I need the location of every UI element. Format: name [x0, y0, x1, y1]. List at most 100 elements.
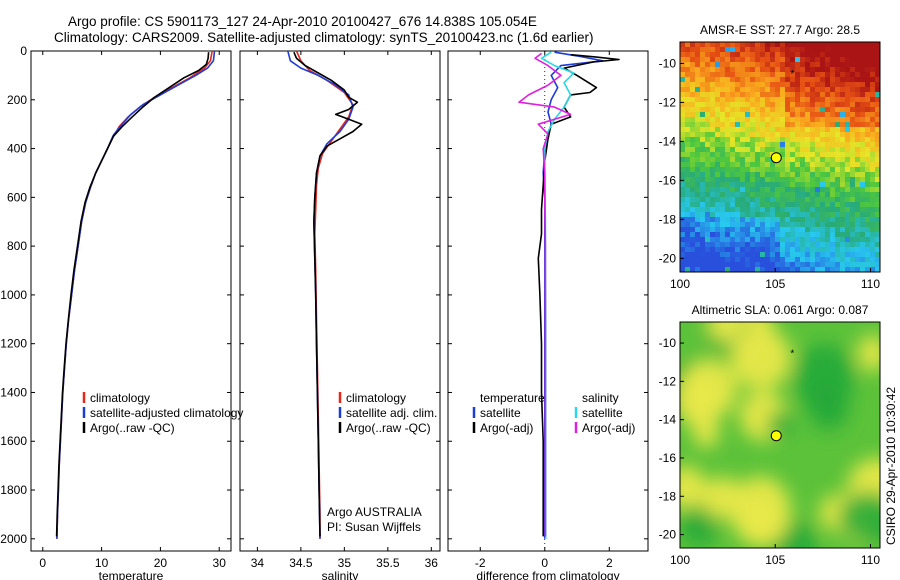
sst-cell — [725, 147, 731, 153]
sst-cell — [770, 127, 776, 133]
sst-cell — [745, 97, 751, 103]
sst-cell — [840, 267, 846, 272]
sst-cell — [730, 87, 736, 93]
sst-cell — [825, 207, 831, 213]
sst-cell — [700, 157, 706, 163]
sst-xtick-label: 100 — [670, 277, 690, 291]
sst-cell — [715, 252, 721, 258]
sst-cell — [860, 247, 866, 253]
sst-cell — [750, 127, 756, 133]
sst-cell — [715, 162, 721, 168]
sst-cell — [680, 77, 686, 83]
sst-cell — [860, 107, 866, 113]
sst-cell — [815, 152, 821, 158]
sst-cell — [845, 57, 851, 63]
sst-cell — [845, 167, 851, 173]
sst-cell — [855, 262, 861, 268]
sst-cell — [835, 62, 841, 68]
sst-cell — [780, 242, 786, 248]
sst-cell — [830, 132, 836, 138]
sst-cell — [760, 162, 766, 168]
sst-cell — [770, 247, 776, 253]
sst-cell — [785, 102, 791, 108]
sst-cell — [815, 117, 821, 123]
sla-title: Altimetric SLA: 0.061 Argo: 0.087 — [692, 303, 869, 317]
sst-cell — [825, 57, 831, 63]
sst-cell — [735, 212, 741, 218]
sst-cell — [820, 162, 826, 168]
sst-cell — [750, 102, 756, 108]
sst-cell — [800, 152, 806, 158]
sst-cell — [870, 142, 876, 148]
sst-cell — [850, 42, 856, 48]
diff-legend-title-salinity: salinity — [582, 391, 619, 405]
sst-cell — [765, 197, 771, 203]
sst-cell — [695, 122, 701, 128]
sst-cell — [745, 127, 751, 133]
sst-cell — [875, 107, 880, 113]
sst-cell — [740, 57, 746, 63]
sst-cell — [715, 72, 721, 78]
sst-cell — [790, 47, 796, 53]
sst-cell — [855, 47, 861, 53]
sst-cell — [815, 217, 821, 223]
sst-cell — [860, 172, 866, 178]
sst-cell — [805, 92, 811, 98]
sst-cell — [800, 212, 806, 218]
sst-cell — [745, 162, 751, 168]
sst-cell — [730, 82, 736, 88]
sst-cell — [755, 52, 761, 58]
sst-cell — [685, 92, 691, 98]
sst-cell — [725, 167, 731, 173]
sst-cell — [835, 187, 841, 193]
sst-cell — [825, 237, 831, 243]
sst-cell — [750, 227, 756, 233]
sst-cell — [685, 242, 691, 248]
sst-cell — [740, 87, 746, 93]
sst-cell — [790, 247, 796, 253]
sst-cell — [715, 242, 721, 248]
sst-cell — [860, 127, 866, 133]
sst-cell — [875, 267, 880, 272]
sst-cell — [810, 77, 816, 83]
sst-cell — [830, 67, 836, 73]
sst-cell — [855, 132, 861, 138]
sst-cell — [810, 157, 816, 163]
sst-cell — [820, 232, 826, 238]
sst-cell — [685, 97, 691, 103]
sst-cell — [855, 177, 861, 183]
sst-cell — [855, 192, 861, 198]
sst-cell — [755, 172, 761, 178]
sst-cell — [710, 217, 716, 223]
sst-cell — [710, 97, 716, 103]
sst-cell — [810, 192, 816, 198]
sst-cell — [835, 72, 841, 78]
sst-cell — [730, 142, 736, 148]
sst-cell — [760, 122, 766, 128]
sst-cell — [745, 117, 751, 123]
sst-cell — [860, 267, 866, 272]
temperature-ytick-label: 1800 — [0, 483, 27, 497]
sst-cell — [845, 227, 851, 233]
sst-cell — [780, 42, 786, 48]
sst-cell — [800, 132, 806, 138]
sst-cell — [835, 77, 841, 83]
diff-legend-temp-argo-label: Argo(-adj) — [480, 421, 533, 435]
sst-cell — [750, 207, 756, 213]
sst-cell — [795, 242, 801, 248]
sst-cell — [870, 42, 876, 48]
sst-cell — [750, 152, 756, 158]
sst-cell — [790, 177, 796, 183]
sst-cell — [715, 207, 721, 213]
sst-cell — [850, 102, 856, 108]
sst-cell — [775, 57, 781, 63]
sst-cell — [790, 202, 796, 208]
sst-cell — [835, 152, 841, 158]
sst-cell — [720, 82, 726, 88]
sst-cell — [815, 97, 821, 103]
sst-cell — [735, 122, 741, 128]
sst-cell — [765, 42, 771, 48]
sst-cell — [825, 217, 831, 223]
sst-cell — [765, 87, 771, 93]
sst-cell — [695, 262, 701, 268]
